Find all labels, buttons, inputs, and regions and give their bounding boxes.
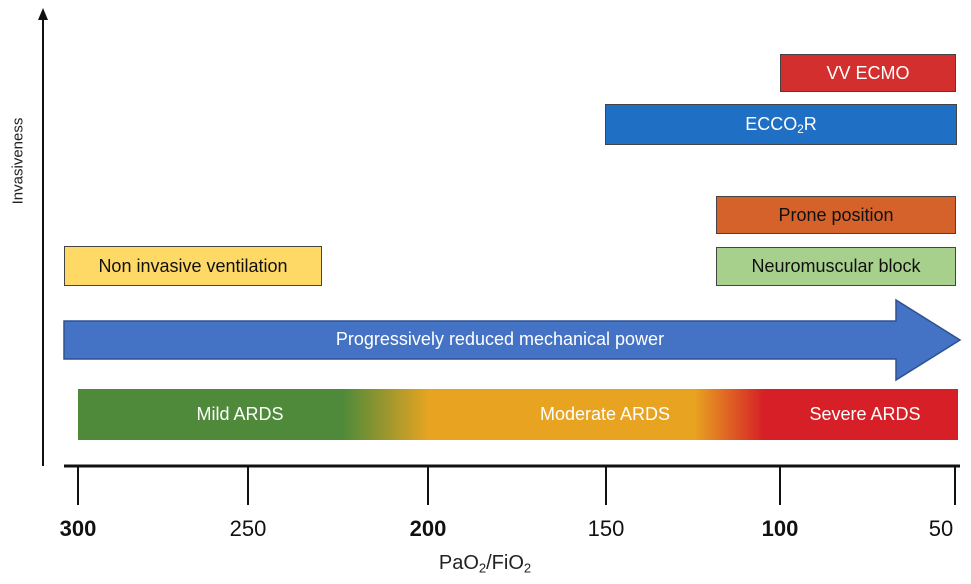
x-axis-label: PaO2/FiO2 (438, 552, 532, 576)
prone-position-label: Prone position (778, 204, 894, 225)
severe-ards-text: Severe ARDS (809, 404, 921, 424)
tick-label-200: 200 (409, 516, 447, 541)
neuromuscular-block-label: Neuromuscular block (751, 256, 921, 276)
vv-ecmo-label: VV ECMO (826, 62, 910, 83)
ecco2r-bar: ECCO2R (605, 104, 957, 145)
mild-ards-text: Mild ARDS (196, 404, 284, 424)
mild-ards-label: Mild ARDS (175, 404, 305, 425)
non-invasive-ventilation-bar: Non invasive ventilation (64, 246, 322, 286)
y-axis-arrowhead (38, 8, 48, 20)
non-invasive-ventilation-label: Non invasive ventilation (98, 255, 288, 276)
tick-label-100: 100 (761, 516, 799, 541)
tick-label-250: 250 (229, 516, 267, 541)
y-axis-label-text: Invasiveness (9, 117, 27, 205)
severity-spectrum-bar (78, 389, 958, 440)
moderate-ards-label: Moderate ARDS (515, 404, 695, 425)
prone-position-bar: Prone position (716, 196, 956, 234)
tick-label-50: 50 (928, 516, 954, 541)
mechanical-power-arrow-label: Progressively reduced mechanical power (220, 329, 780, 350)
tick-label-150: 150 (587, 516, 625, 541)
arrow-label-text: Progressively reduced mechanical power (335, 329, 665, 349)
tick-label-300: 300 (59, 516, 97, 541)
moderate-ards-text: Moderate ARDS (539, 404, 671, 424)
ecco2r-label: ECCO2R (745, 113, 817, 136)
neuromuscular-block-bar: Neuromuscular block (716, 247, 956, 286)
vv-ecmo-bar: VV ECMO (780, 54, 956, 92)
y-axis-label: Invasiveness (4, 96, 32, 226)
severe-ards-label: Severe ARDS (790, 404, 940, 425)
mechanical-power-arrow (63, 298, 962, 382)
